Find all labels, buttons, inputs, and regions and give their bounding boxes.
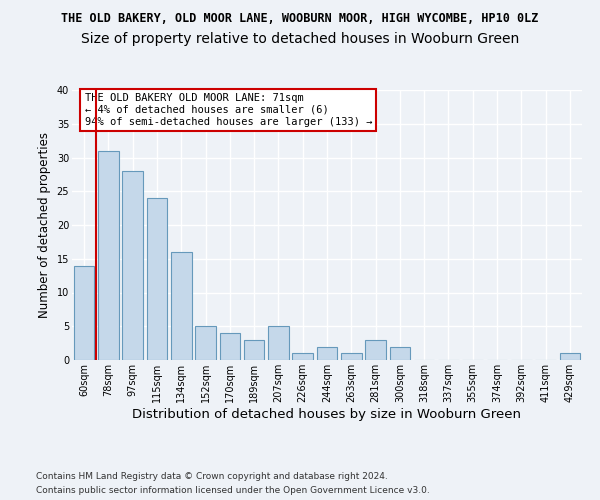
Bar — [341, 353, 362, 360]
Bar — [195, 326, 216, 360]
Bar — [122, 171, 143, 360]
Bar — [268, 326, 289, 360]
Bar — [560, 353, 580, 360]
Text: THE OLD BAKERY OLD MOOR LANE: 71sqm
← 4% of detached houses are smaller (6)
94% : THE OLD BAKERY OLD MOOR LANE: 71sqm ← 4%… — [85, 94, 372, 126]
Bar — [365, 340, 386, 360]
Bar — [146, 198, 167, 360]
Bar — [98, 151, 119, 360]
Text: Size of property relative to detached houses in Wooburn Green: Size of property relative to detached ho… — [81, 32, 519, 46]
Bar — [74, 266, 94, 360]
X-axis label: Distribution of detached houses by size in Wooburn Green: Distribution of detached houses by size … — [133, 408, 521, 420]
Bar — [292, 353, 313, 360]
Text: Contains public sector information licensed under the Open Government Licence v3: Contains public sector information licen… — [36, 486, 430, 495]
Text: THE OLD BAKERY, OLD MOOR LANE, WOOBURN MOOR, HIGH WYCOMBE, HP10 0LZ: THE OLD BAKERY, OLD MOOR LANE, WOOBURN M… — [61, 12, 539, 26]
Y-axis label: Number of detached properties: Number of detached properties — [38, 132, 51, 318]
Bar — [220, 333, 240, 360]
Bar — [389, 346, 410, 360]
Bar — [171, 252, 191, 360]
Bar — [244, 340, 265, 360]
Text: Contains HM Land Registry data © Crown copyright and database right 2024.: Contains HM Land Registry data © Crown c… — [36, 472, 388, 481]
Bar — [317, 346, 337, 360]
